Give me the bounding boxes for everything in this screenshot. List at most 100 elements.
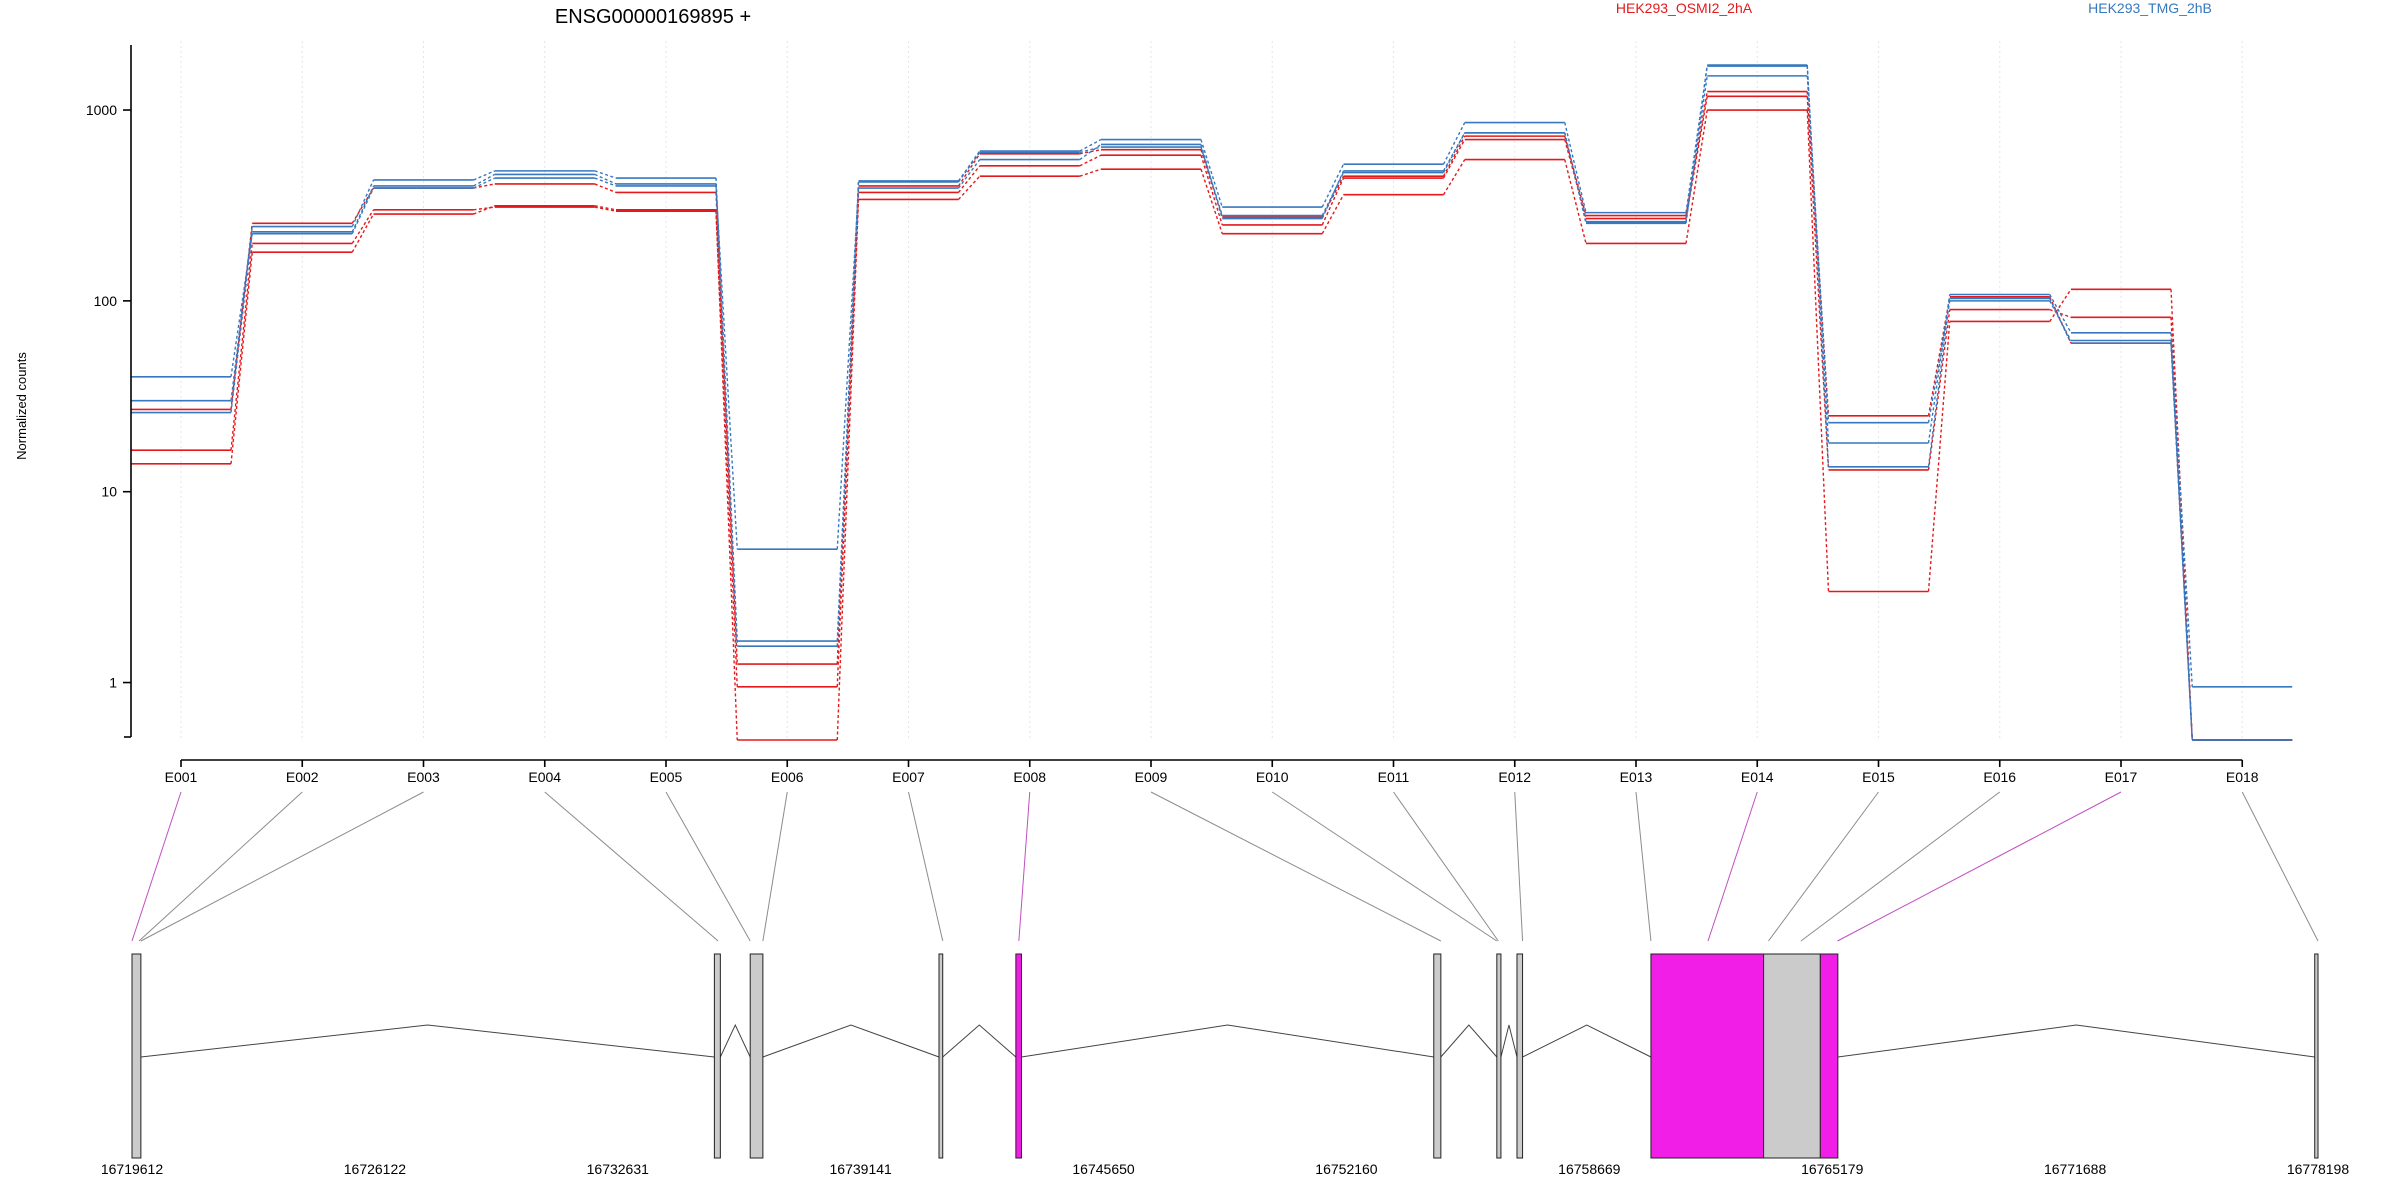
intron-line (1021, 1024, 1434, 1058)
data-connector (1927, 321, 1951, 592)
intron-line (719, 1023, 751, 1058)
data-connector (957, 165, 981, 193)
exon-link-line (1837, 791, 2122, 942)
data-connector (1806, 65, 1830, 467)
x-tick-label: E010 (1256, 769, 1289, 785)
x-tick-label: E003 (407, 769, 440, 785)
genomic-coordinate-label: 16745650 (1072, 1161, 1135, 1177)
intron-line (140, 1024, 715, 1058)
data-connector (1321, 172, 1345, 216)
data-connector (715, 185, 738, 550)
data-connector (473, 173, 496, 187)
data-connector (1564, 159, 1587, 244)
x-tick-label: E002 (286, 769, 319, 785)
intron-line (1837, 1024, 2315, 1058)
exon-box-highlighted (1819, 953, 1839, 1159)
data-connector (230, 252, 253, 464)
data-connector (473, 183, 495, 189)
data-connector (1927, 298, 1951, 467)
data-connector (2170, 343, 2193, 741)
data-connector (594, 173, 617, 185)
data-connector (1442, 132, 1466, 173)
y-tick-label: 1 (109, 675, 117, 691)
exon-link-line (908, 791, 944, 942)
exon-link-line (1768, 791, 1879, 942)
data-connector (1685, 64, 1708, 224)
exon-link-line (1018, 791, 1031, 942)
data-connector (1200, 146, 1223, 216)
data-connector (1564, 122, 1587, 213)
exon-box (938, 953, 944, 1159)
exon-link-line (665, 791, 751, 942)
data-connector (230, 231, 253, 413)
x-tick-label: E008 (1013, 769, 1046, 785)
genomic-coordinate-label: 16719612 (101, 1161, 164, 1177)
series-5 (131, 65, 2293, 688)
data-connector (594, 183, 617, 194)
x-tick-label: E011 (1378, 769, 1410, 785)
data-connector (351, 209, 375, 244)
exon-link-line (140, 791, 424, 942)
x-tick-label: E017 (2105, 769, 2138, 785)
x-tick-label: E018 (2226, 769, 2259, 785)
exon-link-line (131, 791, 182, 942)
data-connector (351, 179, 375, 227)
genomic-coordinate-label: 16739141 (830, 1161, 893, 1177)
exon-link-line (1271, 791, 1498, 942)
data-connector (1564, 139, 1587, 219)
series-2 (131, 95, 2293, 741)
genomic-coordinate-label: 16726122 (344, 1161, 407, 1177)
data-connector (1321, 194, 1345, 234)
data-connector (351, 187, 375, 234)
x-tick-label: E005 (650, 769, 683, 785)
data-connector (230, 233, 253, 377)
data-connector (1321, 163, 1345, 208)
exon-box (749, 953, 764, 1159)
x-tick-label: E001 (165, 769, 198, 785)
data-connector (351, 213, 375, 253)
x-tick-label: E013 (1620, 769, 1653, 785)
data-connector (351, 187, 375, 224)
exon-link-line (1150, 791, 1442, 942)
series-4 (131, 75, 2293, 741)
x-tick-label: E012 (1498, 769, 1531, 785)
data-connector (1200, 144, 1223, 219)
exon-box (1496, 953, 1502, 1159)
data-connector (1079, 168, 1102, 177)
legend-entry-osmi: HEK293_OSMI2_2hA (1616, 0, 1753, 16)
data-connector (1685, 75, 1708, 222)
data-connector (957, 153, 981, 187)
x-tick-label: E016 (1983, 769, 2016, 785)
data-connector (473, 206, 495, 211)
intron-line (1522, 1024, 1652, 1058)
data-connector (2049, 298, 2072, 344)
exon-box (1516, 953, 1524, 1159)
data-connector (1806, 110, 1830, 592)
genomic-coordinate-label: 16765179 (1801, 1161, 1864, 1177)
exon-box (2314, 953, 2319, 1159)
data-connector (1079, 148, 1102, 155)
data-connector (1927, 300, 1951, 423)
data-connector (1442, 135, 1466, 177)
genomic-coordinate-label: 16771688 (2044, 1161, 2107, 1177)
exon-link-line (1800, 791, 2001, 942)
exon-box (1763, 953, 1821, 1159)
exon-link-line (762, 791, 788, 942)
data-connector (1927, 296, 1951, 416)
genomic-coordinate-label: 16778198 (2287, 1161, 2350, 1177)
data-connector (2049, 294, 2072, 334)
exon-link-line (138, 791, 303, 942)
x-tick-label: E004 (528, 769, 561, 785)
data-connector (957, 159, 981, 189)
genomic-coordinate-label: 16732631 (587, 1161, 650, 1177)
data-connector (957, 150, 981, 182)
data-connector (1685, 109, 1708, 244)
data-connector (1564, 132, 1587, 224)
exon-link-line (1635, 791, 1652, 942)
x-tick-label: E006 (771, 769, 804, 785)
genomic-coordinate-label: 16758669 (1558, 1161, 1621, 1177)
data-connector (715, 178, 738, 642)
exon-box-highlighted (1650, 953, 1765, 1159)
data-connector (1079, 143, 1102, 161)
